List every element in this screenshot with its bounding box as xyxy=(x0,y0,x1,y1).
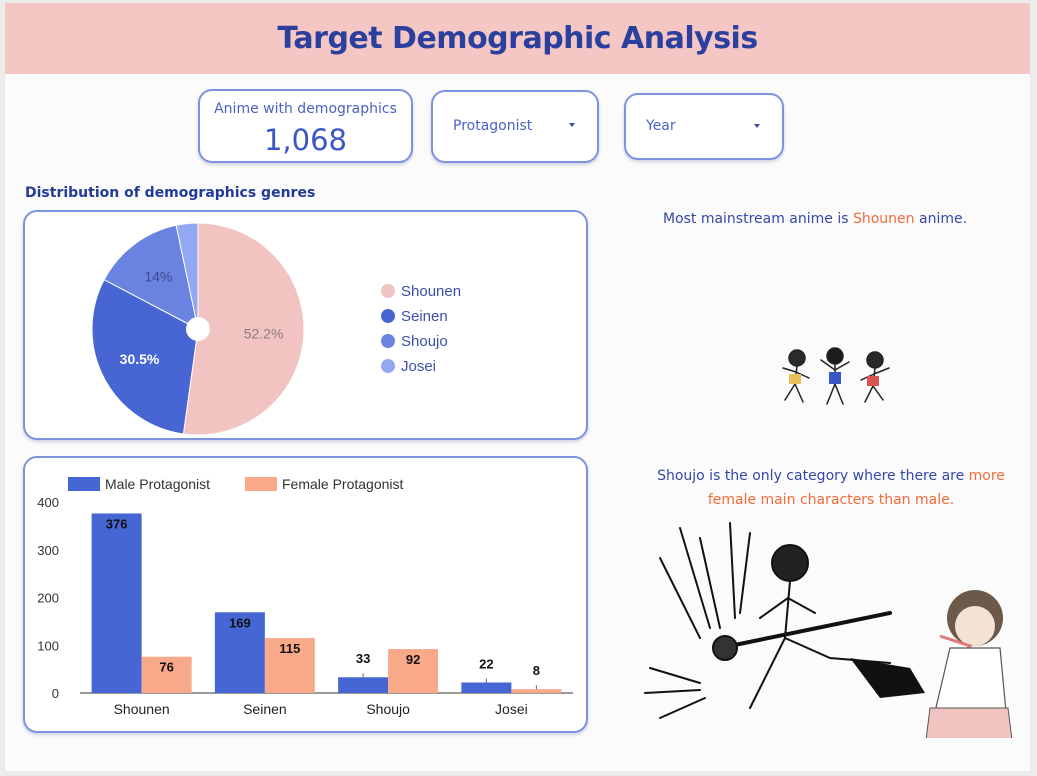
legend-label-shounen: Shounen xyxy=(401,283,461,300)
insight-shoujo-text: Shoujo is the only category where there … xyxy=(657,468,969,484)
legend-marker-shoujo xyxy=(381,334,395,348)
x-tick-label-shounen: Shounen xyxy=(114,701,170,717)
legend-label-seinen: Seinen xyxy=(401,308,448,325)
bar-value-label-male-protagonist-shounen: 376 xyxy=(106,516,128,531)
bar-chart: Male Protagonist Female Protagonist 0 100 20… xyxy=(37,476,573,717)
legend-label-male-protagonist: Male Protagonist xyxy=(105,476,210,492)
bar-chart-card: Male Protagonist Female Protagonist 0 100 20… xyxy=(23,456,588,733)
y-tick-label-200: 200 xyxy=(37,591,59,606)
legend-marker-josei xyxy=(381,359,395,373)
y-tick-label-300: 300 xyxy=(37,543,59,558)
insight-shoujo: Shoujo is the only category where there … xyxy=(645,464,1017,512)
bar-value-label-female-protagonist-shoujo: 92 xyxy=(406,652,420,667)
bar-value-label-male-protagonist-seinen: 169 xyxy=(229,615,251,630)
bar-value-label-male-protagonist-shoujo: 33 xyxy=(356,651,370,666)
bar-male-protagonist-shoujo xyxy=(338,677,389,693)
insight-mainstream-highlight: Shounen xyxy=(852,211,915,227)
bar-value-label-female-protagonist-shounen: 76 xyxy=(159,660,173,675)
insight-mainstream-tail: anime. xyxy=(914,211,968,227)
pie-slice-label-shounen: 52.2% xyxy=(244,326,284,342)
shoujo-manga-illustration xyxy=(644,522,1013,738)
kpi-value: 1,068 xyxy=(263,123,348,157)
x-tick-label-shoujo: Shoujo xyxy=(366,701,410,717)
pie-slice-shounen xyxy=(182,222,305,436)
insight-shoujo-highlight: more female main characters than male. xyxy=(707,468,1005,508)
kpi-card: Anime with demographics 1,068 xyxy=(198,89,413,163)
year-dropdown[interactable]: Year xyxy=(624,93,784,160)
bar-female-protagonist-shounen xyxy=(141,656,192,693)
legend-marker-shounen xyxy=(381,284,395,298)
pie-chart: 52.2% 30.5% 14% Shounen Seinen Shoujo Josei xyxy=(91,222,461,436)
page-title: Target Demographic Analysis xyxy=(277,21,758,56)
pie-slice-seinen xyxy=(91,279,199,435)
x-tick-label-seinen: Seinen xyxy=(243,701,287,717)
chevron-down-icon xyxy=(569,123,575,127)
y-tick-label-400: 400 xyxy=(37,495,59,510)
legend-label-shoujo: Shoujo xyxy=(401,333,448,350)
pie-slice-josei xyxy=(175,222,199,330)
y-tick-label-100: 100 xyxy=(37,638,59,653)
bar-male-protagonist-shounen xyxy=(91,513,142,693)
y-tick-label-0: 0 xyxy=(52,686,59,701)
insight-mainstream: Most mainstream anime is Shounen anime. xyxy=(625,207,1005,231)
bar-female-protagonist-seinen xyxy=(264,638,315,693)
insight-mainstream-text: Most mainstream anime is xyxy=(662,211,853,227)
bar-female-protagonist-shoujo xyxy=(388,649,439,693)
pie-slice-shoujo xyxy=(103,224,199,330)
protagonist-dropdown-label: Protagonist xyxy=(453,118,533,134)
bar-male-protagonist-seinen xyxy=(214,612,265,693)
legend-marker-female-protagonist xyxy=(245,477,277,491)
legend-marker-seinen xyxy=(381,309,395,323)
pie-center-hole xyxy=(186,317,210,341)
chevron-down-icon xyxy=(754,124,760,128)
legend-label-female-protagonist: Female Protagonist xyxy=(282,476,404,492)
bar-value-label-male-protagonist-josei: 22 xyxy=(479,656,493,671)
protagonist-dropdown[interactable]: Protagonist xyxy=(431,90,599,163)
legend-marker-male-protagonist xyxy=(68,477,100,491)
year-dropdown-label: Year xyxy=(646,118,676,134)
bar-value-label-female-protagonist-seinen: 115 xyxy=(279,641,300,656)
dashboard-page: Target Demographic Analysis Anime with d… xyxy=(5,3,1030,771)
page-header: Target Demographic Analysis xyxy=(5,3,1030,74)
pie-chart-card: 52.2% 30.5% 14% Shounen Seinen Shoujo Josei xyxy=(23,210,588,440)
pie-section-title: Distribution of demographics genres xyxy=(25,185,316,201)
x-tick-label-josei: Josei xyxy=(495,701,528,717)
shounen-characters-illustration xyxy=(782,347,890,405)
pie-slice-label-shoujo: 14% xyxy=(144,269,172,285)
pie-slice-label-seinen: 30.5% xyxy=(120,351,160,367)
kpi-label: Anime with demographics xyxy=(214,101,397,117)
bar-female-protagonist-josei xyxy=(511,689,562,693)
bar-value-label-female-protagonist-josei: 8 xyxy=(533,663,540,678)
bar-male-protagonist-josei xyxy=(461,682,512,693)
legend-label-josei: Josei xyxy=(401,358,436,375)
